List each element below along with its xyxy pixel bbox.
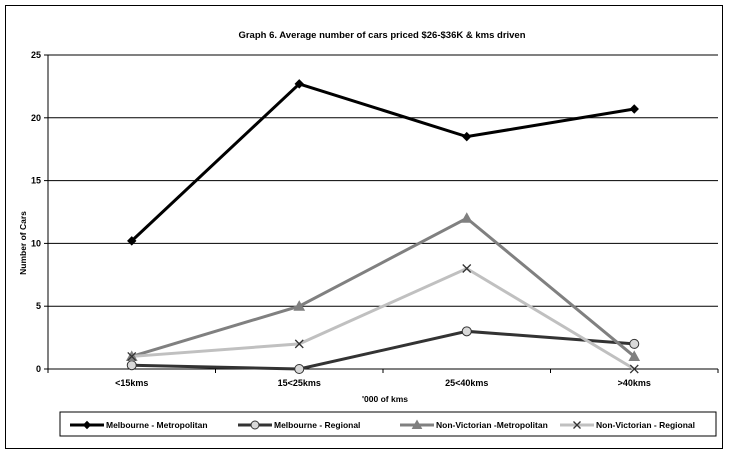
x-tick-label: 15<25kms <box>278 378 321 388</box>
series-line <box>131 266 636 371</box>
legend-label: Melbourne - Metropolitan <box>106 420 208 430</box>
y-tick-label: 20 <box>31 113 41 123</box>
data-point-circle <box>629 338 640 349</box>
y-tick-label: 25 <box>31 50 41 60</box>
data-point-triangle <box>293 300 306 311</box>
y-tick-label: 10 <box>31 238 41 248</box>
chart-title: Graph 6. Average number of cars priced $… <box>238 30 525 41</box>
data-point-x <box>629 364 639 374</box>
legend-box <box>59 411 717 437</box>
data-point-triangle <box>411 419 423 429</box>
data-point-circle <box>461 326 472 337</box>
x-axis-label: '000 of kms <box>362 394 408 404</box>
y-tick-label: 15 <box>31 176 41 186</box>
series-line <box>130 82 635 242</box>
data-point-triangle <box>628 350 641 361</box>
data-point-x <box>294 339 304 349</box>
data-point-x <box>127 351 137 361</box>
y-tick-label: 0 <box>36 364 41 374</box>
data-point-circle <box>250 420 260 430</box>
x-tick-label: >40kms <box>618 378 651 388</box>
data-point-x <box>462 264 472 273</box>
data-point-diamond <box>127 236 137 246</box>
data-point-diamond <box>462 131 472 142</box>
y-axis-label: Number of Cars <box>18 211 28 275</box>
legend-label: Non-Victorian -Metropolitan <box>436 420 548 430</box>
data-point-diamond <box>294 79 304 89</box>
legend-label: Melbourne - Regional <box>274 420 360 430</box>
y-tick-label: 5 <box>36 301 41 311</box>
chart-frame <box>5 5 723 449</box>
series-line <box>131 329 635 371</box>
data-point-diamond <box>82 420 92 430</box>
data-point-diamond <box>629 104 639 114</box>
x-tick-label: 25<40kms <box>445 378 488 388</box>
legend-label: Non-Victorian - Regional <box>596 420 695 430</box>
series-line <box>131 216 636 358</box>
data-point-circle <box>126 360 137 371</box>
x-tick-label: <15kms <box>115 378 148 388</box>
data-point-triangle <box>460 212 473 223</box>
data-point-x <box>573 421 581 429</box>
data-point-circle <box>294 364 305 374</box>
